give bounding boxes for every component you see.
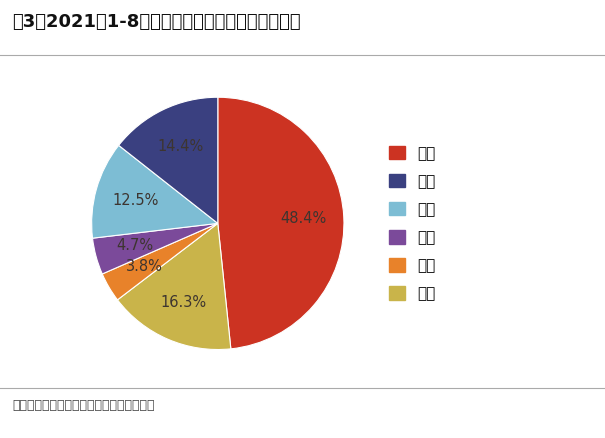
Text: 资料来源：百川盈孚，光大证券研究所整理: 资料来源：百川盈孚，光大证券研究所整理 <box>12 399 155 412</box>
Legend: 新疆, 云南, 四川, 福建, 重庆, 其它: 新疆, 云南, 四川, 福建, 重庆, 其它 <box>390 146 435 301</box>
Text: 图3：2021年1-8月国内各省份工业硅产量占比情况: 图3：2021年1-8月国内各省份工业硅产量占比情况 <box>12 13 301 31</box>
Wedge shape <box>102 223 218 300</box>
Wedge shape <box>91 145 218 238</box>
Text: 4.7%: 4.7% <box>116 238 154 253</box>
Text: 16.3%: 16.3% <box>161 295 207 310</box>
Text: 48.4%: 48.4% <box>280 212 327 226</box>
Text: 12.5%: 12.5% <box>112 193 159 208</box>
Wedge shape <box>218 97 344 349</box>
Text: 14.4%: 14.4% <box>157 139 203 154</box>
Wedge shape <box>117 223 231 350</box>
Text: 3.8%: 3.8% <box>125 259 162 274</box>
Wedge shape <box>119 97 218 223</box>
Wedge shape <box>93 223 218 274</box>
